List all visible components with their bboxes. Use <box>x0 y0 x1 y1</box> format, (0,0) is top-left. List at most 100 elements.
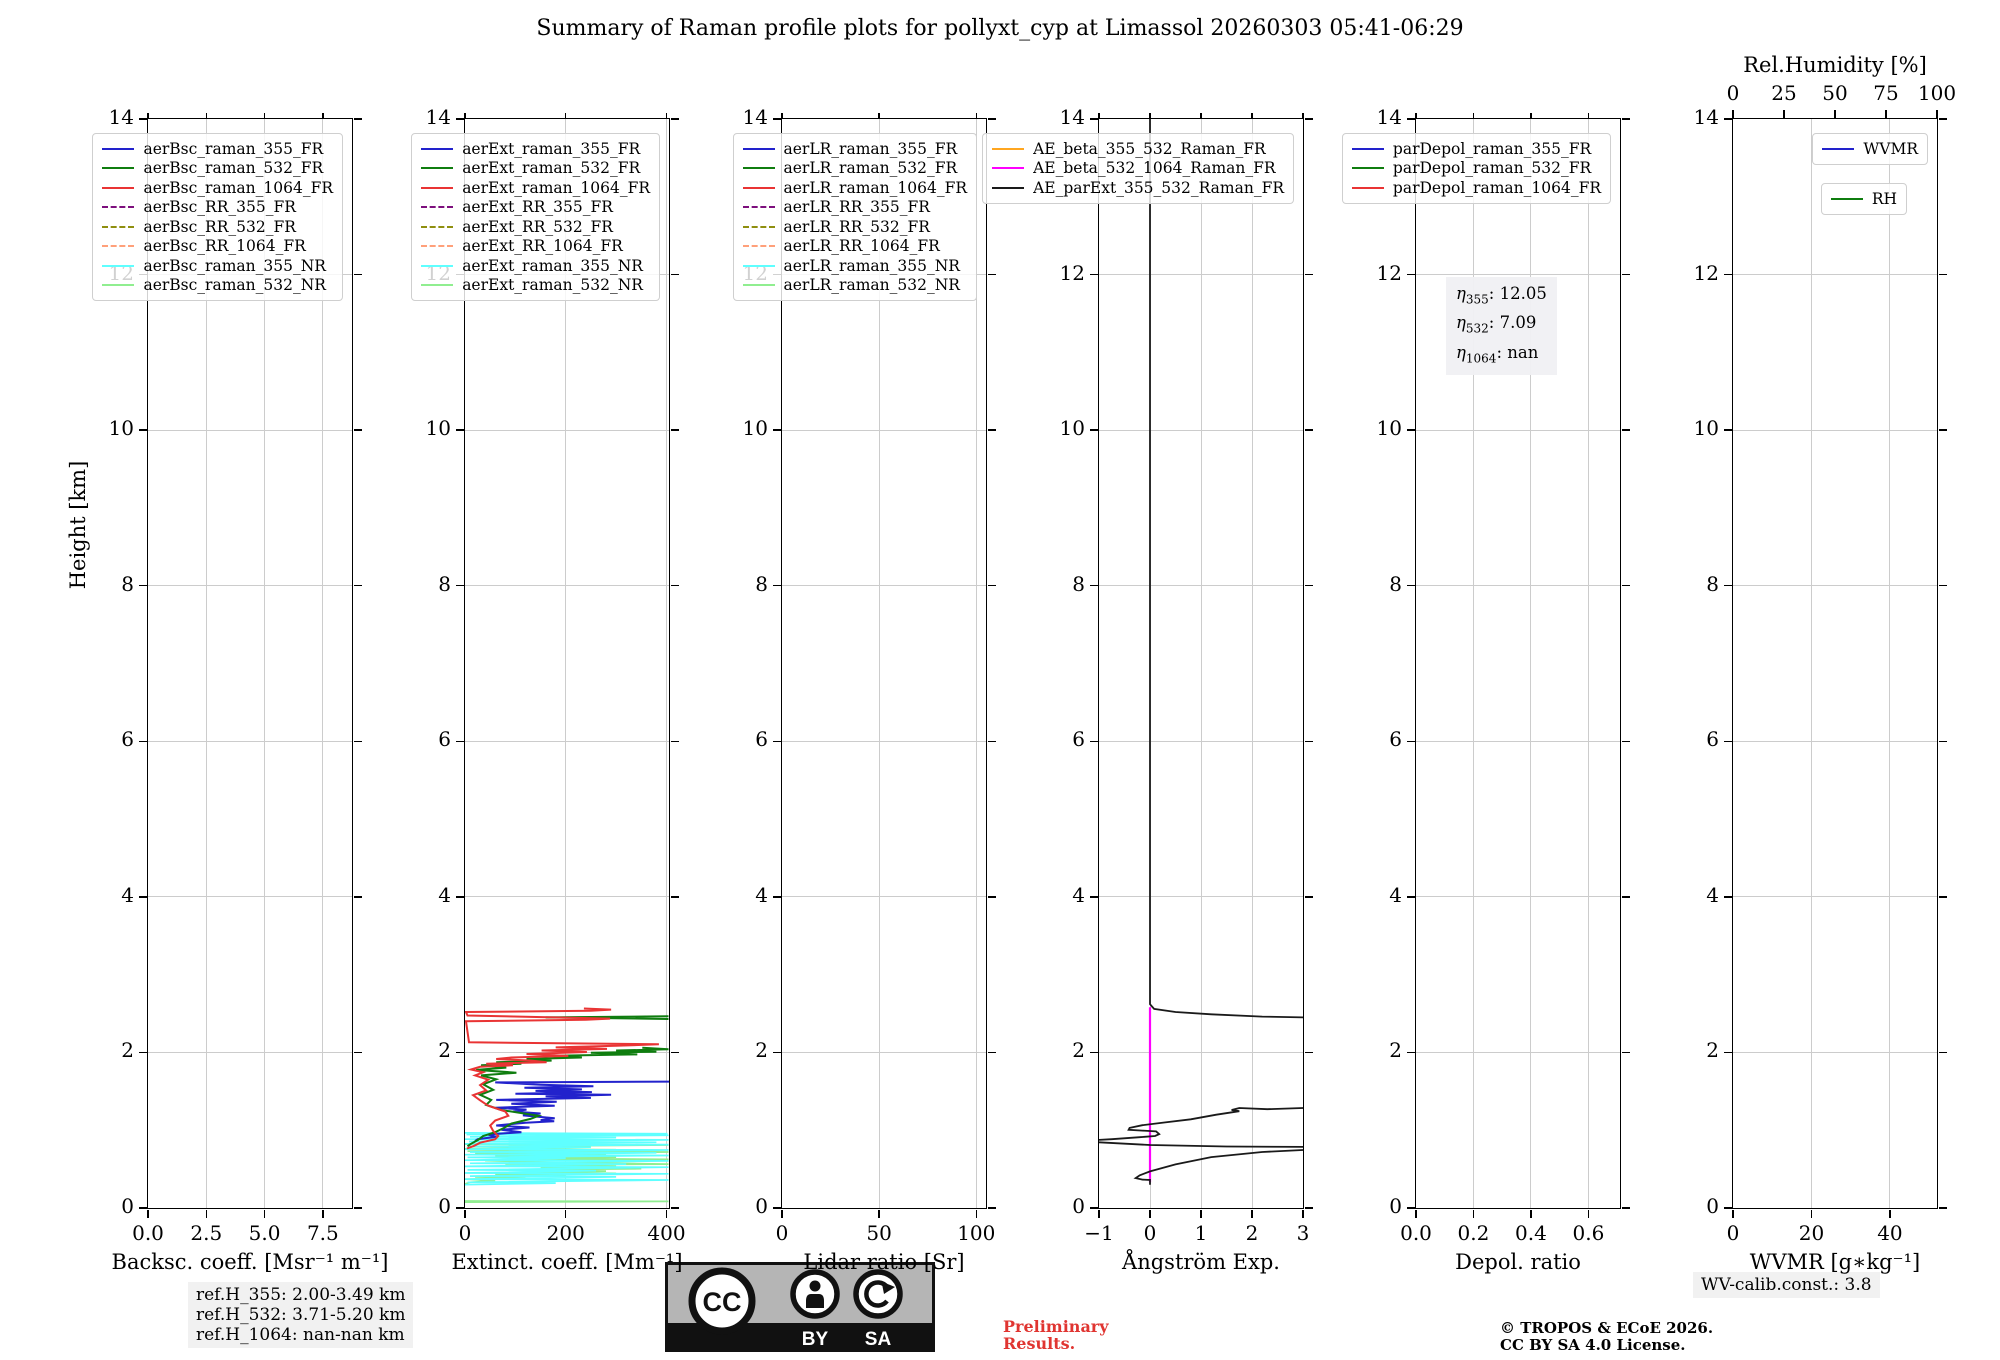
y-tick-right <box>987 1207 996 1209</box>
copyright-note: © TROPOS & ECoE 2026. CC BY SA 4.0 Licen… <box>1500 1319 1714 1354</box>
wv-calib-note: WV-calib.const.: 3.8 <box>1693 1272 1880 1298</box>
legend-line-sample <box>742 225 775 228</box>
legend-wvmr-item-WVMR: WVMR <box>1822 139 1918 159</box>
gridline-y <box>1416 585 1620 587</box>
x-tick-label: 2.5 <box>190 1221 223 1245</box>
gridline-x <box>264 119 266 1208</box>
legend-backscatter: aerBsc_raman_355_FR aerBsc_raman_532_FR ae… <box>92 133 343 301</box>
gridline-y <box>1733 585 1937 587</box>
legend-extinction-item-aerExt_raman_355_FR: aerExt_raman_355_FR <box>421 139 650 159</box>
gridline-y <box>1416 896 1620 898</box>
y-tick <box>455 896 464 898</box>
legend-depol-item-parDepol_raman_355_FR: parDepol_raman_355_FR <box>1351 139 1601 159</box>
y-tick-label: 8 <box>1706 571 1719 596</box>
cc-sa-label: SA <box>865 1329 892 1350</box>
legend-extinction: aerExt_raman_355_FR aerExt_raman_532_FR ae… <box>411 133 660 301</box>
top-axis-tick-label: 50 <box>1822 81 1848 105</box>
panel-depol: 0.0 0.2 0.4 0.6 0 2 4 6 8 10 12 14 Depol. ratio parDe… <box>1341 105 1630 1274</box>
legend-label: aerExt_raman_1064_FR <box>462 178 650 197</box>
legend-line-sample <box>992 167 1025 170</box>
x-tick <box>781 1209 783 1218</box>
gridline-x <box>665 119 667 1208</box>
y-tick <box>1723 896 1732 898</box>
x-tick-label: 400 <box>647 1221 686 1245</box>
legend-line-sample <box>742 206 775 209</box>
top-axis-tick-label: 75 <box>1873 81 1899 105</box>
eta-value: : nan <box>1496 342 1539 362</box>
y-tick-label: 8 <box>1072 571 1085 596</box>
series-AE_parExt_355_532_Raman_FR <box>1149 119 1303 1019</box>
x-tick <box>1302 1209 1304 1218</box>
eta-annotation-line: η1064: nan <box>1456 341 1547 370</box>
y-tick <box>772 1051 781 1054</box>
legend-line-sample <box>1351 186 1384 189</box>
y-tick-right <box>1621 584 1630 587</box>
legend-label: AE_beta_355_532_Raman_FR <box>1033 139 1266 158</box>
legend-backscatter-item-aerBsc_raman_532_NR: aerBsc_raman_532_NR <box>102 276 333 296</box>
y-tick-right <box>353 1207 362 1209</box>
top-axis-tick <box>1936 109 1938 118</box>
height-axis-label: Height [km] <box>66 460 90 590</box>
y-tick-right <box>987 1051 996 1054</box>
y-tick-right <box>987 896 996 898</box>
x-tick-top <box>564 112 567 118</box>
y-tick <box>1723 584 1732 587</box>
y-tick-label: 4 <box>755 882 768 907</box>
legend-line-sample <box>102 167 135 170</box>
gridline-y <box>1099 896 1303 898</box>
y-tick <box>138 740 147 743</box>
legend-label: aerLR_raman_1064_FR <box>783 178 967 197</box>
series-aerExt_raman_355_NR <box>465 1132 669 1186</box>
y-tick-label: 2 <box>1389 1038 1402 1063</box>
cc-by-label: BY <box>802 1329 829 1350</box>
y-tick-right <box>353 429 362 431</box>
x-tick <box>1889 1209 1891 1218</box>
legend-depol-item-parDepol_raman_1064_FR: parDepol_raman_1064_FR <box>1351 178 1601 198</box>
y-tick-label: 0 <box>1706 1194 1719 1218</box>
y-tick <box>455 1207 464 1209</box>
legend-line-sample <box>102 206 135 209</box>
y-tick <box>772 896 781 898</box>
y-tick-right <box>1304 584 1313 587</box>
x-tick-label: 0.4 <box>1515 1221 1547 1245</box>
eta-symbol: η <box>1456 313 1466 333</box>
gridline-y <box>1099 274 1303 276</box>
series-aerExt_raman_532_FR <box>466 1046 669 1148</box>
y-tick <box>772 740 781 743</box>
x-tick-label: 7.5 <box>306 1221 339 1245</box>
y-tick-label: 10 <box>108 416 134 441</box>
y-tick-label: 2 <box>1072 1038 1085 1063</box>
legend-line-sample <box>102 264 135 267</box>
x-tick-label: 200 <box>546 1221 585 1245</box>
y-tick-right <box>1304 1051 1313 1054</box>
legend-line-sample <box>102 186 135 189</box>
y-tick <box>1723 429 1732 431</box>
x-tick-label: 100 <box>957 1221 996 1245</box>
legend-line-sample <box>742 147 775 150</box>
y-tick-label: 10 <box>1693 416 1719 441</box>
legend-line-sample <box>421 284 454 287</box>
y-tick <box>1089 429 1098 431</box>
y-tick-label: 8 <box>1389 571 1402 596</box>
gridline-x <box>205 119 207 1208</box>
gridline-x <box>1587 119 1589 1208</box>
x-tick <box>1732 1209 1734 1218</box>
legend-lidar-ratio-item-aerLR_RR_1064_FR: aerLR_RR_1064_FR <box>742 237 967 257</box>
gridline-y <box>1416 740 1620 742</box>
y-tick <box>772 118 781 120</box>
y-tick <box>1406 273 1415 276</box>
y-tick-label: 8 <box>755 571 768 596</box>
x-tick <box>464 1209 466 1218</box>
y-tick-label: 10 <box>425 416 451 441</box>
by-attribution-icon <box>790 1269 840 1319</box>
y-tick <box>1406 740 1415 743</box>
series-AE_parExt_355_532_Raman_FR <box>1133 1149 1303 1185</box>
y-tick-right <box>670 1051 679 1054</box>
x-tick <box>205 1209 208 1218</box>
x-tick-top <box>1149 112 1151 118</box>
legend-label: AE_parExt_355_532_Raman_FR <box>1033 178 1284 197</box>
curves-angstrom <box>1099 119 1303 1185</box>
legend-label: aerBsc_raman_355_NR <box>143 256 326 275</box>
x-tick-top <box>1587 112 1590 118</box>
x-tick <box>1472 1209 1475 1218</box>
